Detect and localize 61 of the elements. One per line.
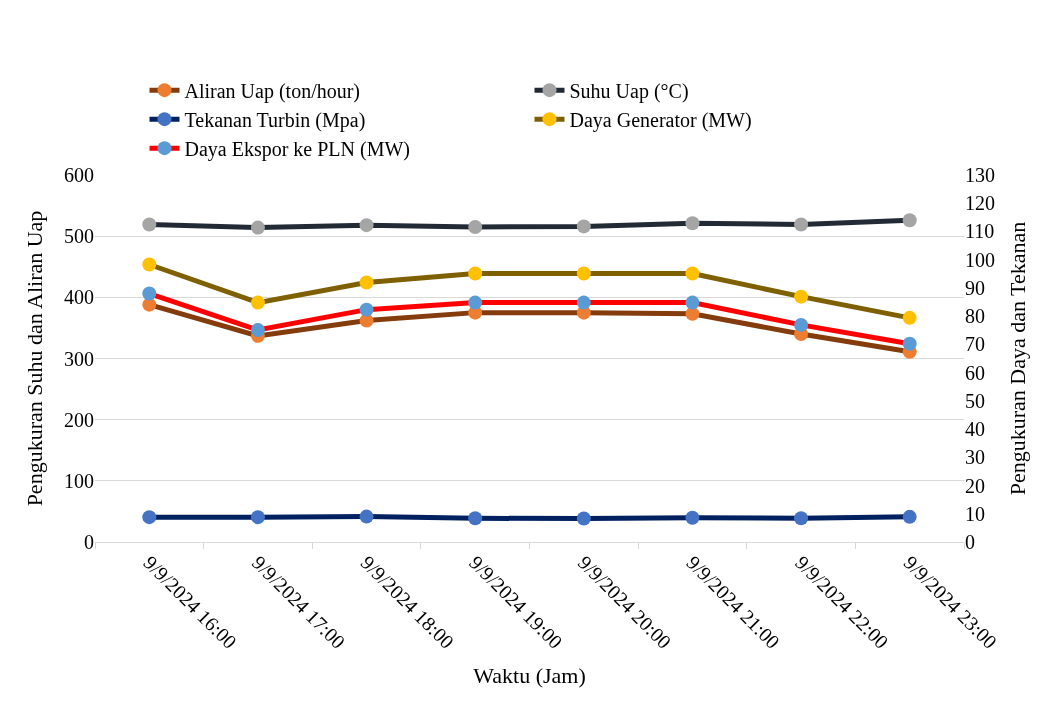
y-tick-label: 400 [64,286,94,309]
point [794,217,809,232]
y2-tick-label: 20 [965,474,985,497]
point [902,213,917,228]
point [685,295,700,310]
point [794,317,809,332]
point [794,511,809,526]
legend-label: Tekanan Turbin (Mpa) [184,108,366,132]
point [359,275,374,290]
point [576,219,591,234]
point [359,218,374,233]
y2-tick-label: 70 [965,333,985,356]
point [794,289,809,304]
y2-tick-label: 0 [965,531,975,553]
legend-label: Daya Generator (MW) [569,108,752,132]
point [685,266,700,281]
point [468,295,483,310]
point [142,286,157,301]
y2-axis-title: Pengukuran Daya dan Tekanan [1004,221,1030,496]
point [250,220,265,235]
point [576,511,591,526]
point [685,510,700,525]
point [468,266,483,281]
point [902,336,917,351]
y2-tick-label: 50 [965,389,985,412]
point [468,219,483,234]
point [902,310,917,325]
point [142,217,157,232]
y2-tick-label: 130 [965,164,995,186]
y-tick-label: 500 [64,225,94,248]
y2-tick-label: 90 [965,276,985,299]
point [250,322,265,337]
point [576,295,591,310]
point [142,510,157,525]
legend-label: Suhu Uap (°C) [569,79,689,103]
legend-label: Aliran Uap (ton/hour) [184,79,361,103]
point [142,257,157,272]
point [250,295,265,310]
point [359,509,374,524]
y2-tick-label: 10 [965,502,985,525]
point [576,266,591,281]
y2-tick-label: 80 [965,305,985,328]
y-tick-label: 600 [64,164,94,186]
legend-label: Daya Ekspor ke PLN (MW) [184,137,410,161]
y2-tick-label: 40 [965,418,985,441]
point [250,510,265,525]
y2-tick-label: 120 [965,192,995,215]
y-axis-title: Pengukuran Suhu dan Aliran Uap [21,210,47,507]
y2-tick-label: 110 [965,220,995,243]
point [468,511,483,526]
y2-tick-label: 100 [965,248,995,271]
x-axis-title: Waktu (Jam) [473,662,586,688]
y-tick-label: 0 [84,531,94,553]
point [359,302,374,317]
y-tick-label: 300 [64,347,94,370]
point [902,509,917,524]
y2-tick-label: 30 [965,446,985,469]
y2-tick-label: 60 [965,361,985,384]
y-tick-label: 100 [64,469,94,492]
point [685,216,700,231]
y-tick-label: 200 [64,408,94,431]
